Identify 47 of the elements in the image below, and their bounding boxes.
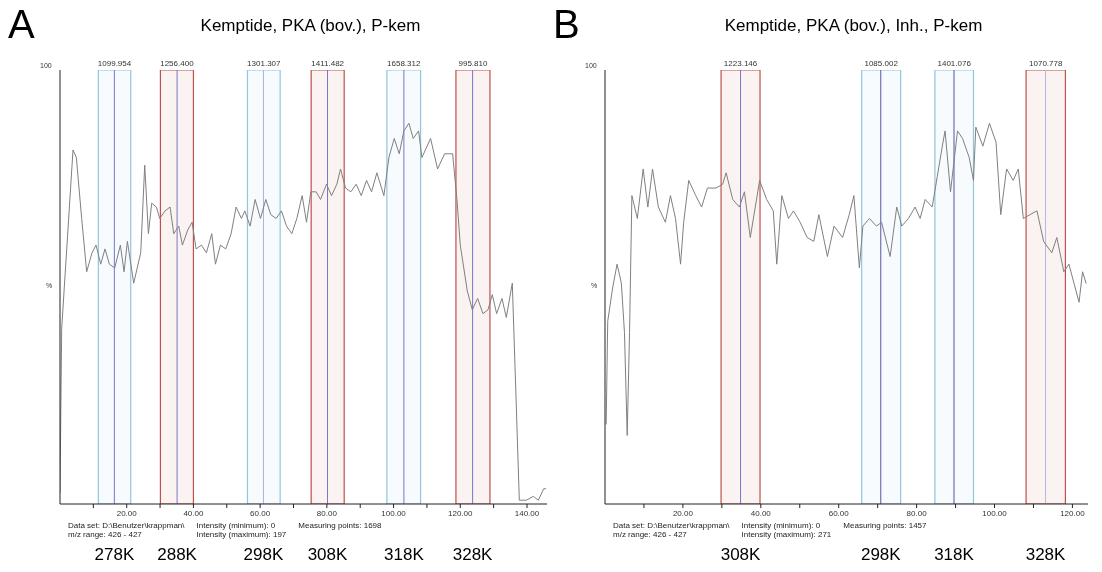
text: A <box>8 2 35 47</box>
ref-line-label: 318K <box>384 545 425 565</box>
text: B <box>553 2 580 47</box>
chart-title: Kemptide, PKA (bov.), Inh., P-kem <box>723 16 984 36</box>
text: Data set: D:\Benutzer\krappman\ <box>68 521 185 530</box>
text: Measuring points: 1698 <box>298 521 382 530</box>
x-tick-label: 140.00 <box>514 508 540 518</box>
ref-line-label: 328K <box>1025 545 1067 565</box>
x-tick-label: 80.00 <box>906 508 928 518</box>
text: m/z range: 426 - 427 <box>613 530 688 539</box>
x-tick-label: 60.00 <box>250 508 271 518</box>
x-tick-label: 20.00 <box>116 508 138 518</box>
band-label: 995.810 <box>458 59 488 68</box>
text: Intensity (minimum): 0 <box>196 521 277 530</box>
band-label: 1301.307 <box>247 59 282 68</box>
ref-line-label: 308K <box>307 545 349 565</box>
band-label: 1070.778 <box>1029 59 1063 68</box>
band-label: 1401.076 <box>937 59 972 68</box>
text: Intensity (minimum): 0 <box>741 521 822 530</box>
ref-line-label: 298K <box>860 545 902 565</box>
x-tick-label: 40.00 <box>750 508 772 518</box>
text: Data set: D:\Benutzer\krappman\ <box>613 521 730 530</box>
x-tick-label: 20.00 <box>672 508 694 518</box>
ref-line-label: 318K <box>934 545 975 565</box>
band-label: 1099.954 <box>97 59 132 68</box>
band-label: 1658.312 <box>387 59 421 68</box>
chart-title: Kemptide, PKA (bov.), P-kem <box>199 16 422 36</box>
ref-line-label: 278K <box>94 545 135 565</box>
ref-line-label: 298K <box>243 545 284 565</box>
text: m/z range: 426 - 427 <box>68 530 143 539</box>
band-label: 1411.482 <box>311 59 345 68</box>
x-tick-label: 120.00 <box>448 508 474 518</box>
ref-line-label: 308K <box>720 545 762 565</box>
text: Intensity (maximum): 271 <box>741 530 832 539</box>
x-tick-label: 120.00 <box>1060 508 1086 518</box>
x-tick-label: 100.00 <box>381 508 407 518</box>
x-tick-label: 40.00 <box>183 508 204 518</box>
text: Intensity (maximum): 197 <box>196 530 287 539</box>
band-label: 1256.400 <box>160 59 195 68</box>
band-label: 1223.146 <box>723 59 758 68</box>
x-tick-label: 100.00 <box>982 508 1008 518</box>
band-label: 1085.002 <box>864 59 899 68</box>
ref-line-label: 328K <box>452 545 494 565</box>
text: Measuring points: 1457 <box>843 521 927 530</box>
x-tick-label: 60.00 <box>828 508 850 518</box>
ref-line-label: 288K <box>157 545 198 565</box>
x-tick-label: 80.00 <box>316 508 338 518</box>
